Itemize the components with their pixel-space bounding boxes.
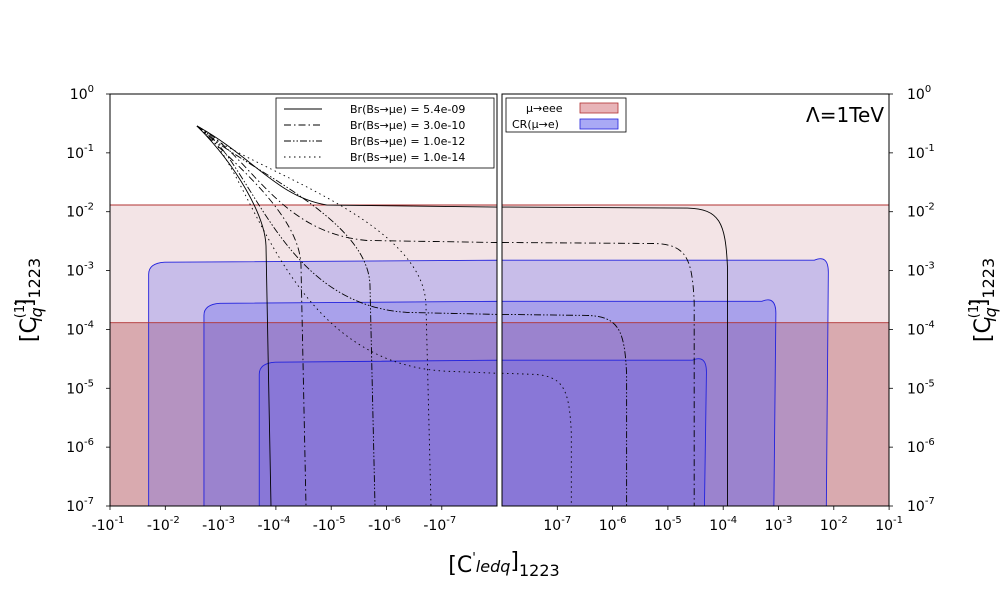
legend-br-label: Br(Bs→μe) = 1.0e-14 [350, 151, 465, 164]
br-line-left-branch-2 [196, 125, 376, 507]
x-tick-label-right: 10-3 [765, 515, 793, 534]
br-line-right-2 [501, 313, 628, 506]
y-tick-label-right: 100 [907, 84, 931, 103]
legend-region-swatch [579, 118, 619, 130]
left-panel-frame [109, 93, 498, 507]
cr-region-right-0 [501, 258, 829, 507]
legend-br-label: Br(Bs→μe) = 1.0e-12 [350, 135, 465, 148]
x-tick-label-left: -10-7 [423, 515, 456, 534]
y-tick-label-left: 10-1 [66, 143, 94, 162]
mu-eee-region [110, 205, 889, 506]
x-axis-label: [C'ledq]1223 [448, 549, 559, 580]
cr-region-left-1 [203, 300, 498, 507]
cr-region-left-0 [148, 259, 498, 507]
y-tick-label-left: 10-6 [66, 437, 94, 456]
y-tick-label-right: 10-7 [907, 496, 935, 515]
x-tick-label-left: -10-6 [368, 515, 401, 534]
y-tick-label-left: 10-5 [66, 378, 94, 397]
cr-region-right-1 [501, 299, 777, 507]
y-tick-label-left: 10-2 [66, 202, 94, 221]
br-line-left-branch-3 [196, 125, 432, 507]
legend-br: Br(Bs→μe) = 5.4e-09 Br(Bs→μe) = 3.0e-10 Br… [275, 97, 495, 169]
legend-region-swatch [579, 102, 619, 114]
br-line-plateau-left-0 [196, 125, 498, 208]
y-tick-label-right: 10-6 [907, 437, 935, 456]
x-tick-label-left: -10-4 [257, 515, 290, 534]
y-tick-label-left: 10-4 [66, 319, 94, 338]
y-axis-label-right: [C(1)lq]1223 [967, 258, 1000, 342]
x-tick-label-right: 10-5 [654, 515, 682, 534]
y-tick-label-left: 10-3 [66, 261, 94, 280]
y-tick-label-right: 10-5 [907, 378, 935, 397]
br-line-right-0 [501, 206, 728, 506]
br-line-left-branch-0 [196, 125, 272, 507]
cr-region-right-2 [501, 358, 707, 507]
y-axis-label-left: [C(1)lq]1223 [13, 258, 46, 342]
y-tick-label-left: 100 [70, 84, 94, 103]
x-tick-label-right: 10-6 [599, 515, 627, 534]
x-tick-label-right: 10-2 [820, 515, 848, 534]
x-tick-label-left: -10-1 [92, 515, 125, 534]
lambda-annotation: Λ=1TeV [806, 103, 884, 127]
y-tick-label-right: 10-3 [907, 261, 935, 280]
x-tick-label-right: 10-7 [543, 515, 571, 534]
cr-region-left-2 [258, 359, 498, 507]
cr-mu-e-regions [148, 258, 829, 507]
y-tick-label-right: 10-2 [907, 202, 935, 221]
y-tick-label-left: 10-7 [66, 496, 94, 515]
y-tick-label-right: 10-4 [907, 319, 935, 338]
mu-eee-upper-band-right [502, 205, 889, 323]
x-tick-label-left: -10-2 [147, 515, 180, 534]
legend-region-label: μ→eee [526, 102, 563, 115]
legend-br-box [275, 97, 495, 169]
x-tick-label-left: -10-3 [202, 515, 235, 534]
br-line-plateau-left-3 [196, 125, 498, 374]
mu-eee-excluded-band-left [110, 322, 497, 506]
legend-region-label: CR(μ→e) [512, 118, 559, 131]
mu-eee-excluded-band-right [502, 322, 889, 506]
mu-eee-boundary-lines [110, 204, 889, 324]
x-tick-label-left: -10-5 [313, 515, 346, 534]
legend-br-label: Br(Bs→μe) = 3.0e-10 [350, 119, 465, 132]
y-tick-label-right: 10-1 [907, 143, 935, 162]
br-line-plateau-left-2 [196, 125, 498, 315]
legend-br-label: Br(Bs→μe) = 5.4e-09 [350, 103, 465, 116]
axis-ticks: 100 100 10-1 10-1 10-2 10-2 10-3 10-3 10-4 10-4 10… [66, 84, 935, 534]
br-contour-lines [196, 125, 728, 507]
right-panel-frame [501, 93, 890, 507]
x-tick-label-right: 10-4 [709, 515, 737, 534]
x-tick-label-right: 10-1 [875, 515, 903, 534]
legend-regions: μ→eee CR(μ→e) [505, 97, 627, 133]
